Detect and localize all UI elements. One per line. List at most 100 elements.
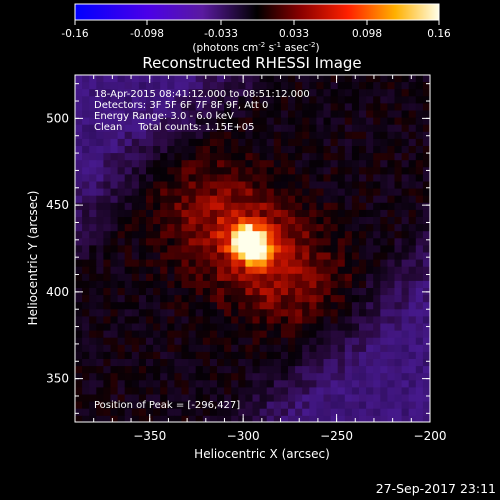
heatmap-cell xyxy=(167,288,175,296)
heatmap-cell xyxy=(96,273,104,282)
heatmap-cell xyxy=(337,259,346,268)
heatmap-cell xyxy=(131,75,140,83)
heatmap-cell xyxy=(366,124,374,133)
heatmap-cell xyxy=(337,238,346,246)
heatmap-cell xyxy=(117,89,126,97)
heatmap-cell xyxy=(288,252,296,261)
heatmap-cell xyxy=(89,231,97,239)
heatmap-cell xyxy=(387,238,396,246)
heatmap-cell xyxy=(103,351,112,360)
heatmap-cell xyxy=(89,181,97,190)
heatmap-cell xyxy=(330,146,339,154)
heatmap-cell xyxy=(82,188,90,197)
heatmap-cell xyxy=(160,288,168,296)
heatmap-cell xyxy=(273,117,282,126)
heatmap-cell xyxy=(146,316,154,325)
heatmap-cell xyxy=(209,252,218,261)
heatmap-cell xyxy=(316,188,325,197)
heatmap-cell xyxy=(252,146,261,154)
heatmap-cell xyxy=(422,309,430,317)
heatmap-cell xyxy=(217,174,225,183)
heatmap-cell xyxy=(124,231,133,239)
heatmap-cell xyxy=(146,217,154,225)
heatmap-cell xyxy=(415,131,424,140)
heatmap-cell xyxy=(387,167,396,175)
heatmap-cell xyxy=(330,316,339,325)
heatmap-cell xyxy=(344,217,353,225)
heatmap-cell xyxy=(288,195,296,204)
heatmap-cell xyxy=(359,323,367,332)
heatmap-cell xyxy=(330,131,339,140)
heatmap-cell xyxy=(366,195,374,204)
heatmap-cell xyxy=(82,217,90,225)
heatmap-cell xyxy=(422,160,430,168)
heatmap-cell xyxy=(188,309,197,317)
heatmap-cell xyxy=(167,75,175,83)
heatmap-cell xyxy=(231,224,239,232)
heatmap-cell xyxy=(387,288,396,296)
heatmap-cell xyxy=(124,387,133,396)
heatmap-cell xyxy=(309,259,317,268)
heatmap-cell xyxy=(75,75,83,83)
heatmap-cell xyxy=(295,337,303,346)
heatmap-cell xyxy=(167,387,175,396)
heatmap-cell xyxy=(316,217,325,225)
heatmap-cell xyxy=(202,82,211,90)
heatmap-cell xyxy=(415,174,424,183)
heatmap-cell xyxy=(422,209,430,218)
heatmap-cell xyxy=(245,75,254,83)
heatmap-cell xyxy=(302,309,310,317)
heatmap-cell xyxy=(415,89,424,97)
heatmap-cell xyxy=(401,351,410,360)
heatmap-cell xyxy=(131,323,140,332)
heatmap-cell xyxy=(117,280,126,289)
heatmap-cell xyxy=(96,188,104,197)
heatmap-cell xyxy=(415,96,424,104)
heatmap-cell xyxy=(366,344,374,353)
heatmap-cell xyxy=(217,280,225,289)
heatmap-cell xyxy=(153,82,161,90)
heatmap-cell xyxy=(337,138,346,147)
heatmap-cell xyxy=(387,415,396,422)
heatmap-cell xyxy=(146,245,154,254)
heatmap-cell xyxy=(224,330,232,339)
heatmap-cell xyxy=(295,266,303,275)
heatmap-cell xyxy=(316,266,325,275)
x-axis-ticks: −350 −300 −250 −200 xyxy=(74,75,446,443)
heatmap-cell xyxy=(394,202,403,211)
heatmap-cell xyxy=(373,224,381,232)
heatmap-cell xyxy=(373,167,381,175)
heatmap-cell xyxy=(401,110,410,119)
heatmap-cell xyxy=(323,224,332,232)
heatmap-cell xyxy=(195,387,204,396)
heatmap-cell xyxy=(89,387,97,396)
heatmap-cell xyxy=(181,217,190,225)
heatmap-cell xyxy=(124,266,133,275)
heatmap-cell xyxy=(401,408,410,417)
heatmap-cell xyxy=(138,387,147,396)
heatmap-cell xyxy=(103,124,112,133)
heatmap-cell xyxy=(75,146,83,154)
heatmap-cell xyxy=(309,167,317,175)
heatmap-cell xyxy=(330,401,339,410)
heatmap-cell xyxy=(181,344,190,353)
heatmap-cell xyxy=(394,401,403,410)
heatmap-cell xyxy=(295,160,303,168)
heatmap-cell xyxy=(110,295,119,303)
heatmap-cell xyxy=(380,401,388,410)
heatmap-cell xyxy=(181,174,190,183)
heatmap-cell xyxy=(394,82,403,90)
heatmap-cell xyxy=(351,288,360,296)
heatmap-cell xyxy=(330,209,339,218)
heatmap-cell xyxy=(96,415,104,422)
heatmap-cell xyxy=(82,316,90,325)
heatmap-cell xyxy=(351,202,360,211)
heatmap-cell xyxy=(330,96,339,104)
heatmap-cell xyxy=(394,259,403,268)
heatmap-cell xyxy=(195,309,204,317)
heatmap-cell xyxy=(259,245,268,254)
heatmap-cell xyxy=(131,146,140,154)
heatmap-cell xyxy=(351,316,360,325)
heatmap-cell xyxy=(366,401,374,410)
